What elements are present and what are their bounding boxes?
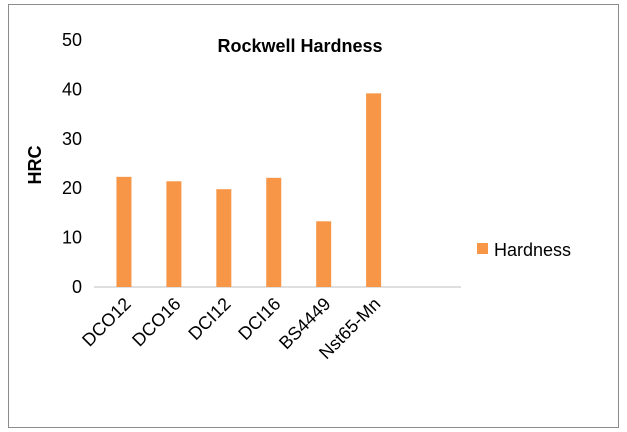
legend-label: Hardness — [494, 240, 571, 260]
bar — [316, 221, 332, 287]
x-category-label: DCI12 — [184, 294, 234, 344]
x-category-label: DCO16 — [128, 294, 185, 351]
bar — [216, 189, 232, 287]
y-axis-ticks: 0 10 20 30 40 50 — [62, 30, 82, 297]
legend-swatch — [477, 243, 488, 254]
bars — [116, 93, 382, 288]
bar — [366, 93, 382, 288]
y-tick-label: 40 — [62, 79, 82, 99]
bar — [266, 177, 282, 287]
legend: Hardness — [477, 240, 571, 260]
y-axis-label: HRC — [25, 146, 45, 185]
y-tick-label: 30 — [62, 129, 82, 149]
x-category-label: DCO12 — [78, 294, 135, 351]
bar — [166, 181, 182, 287]
bar — [116, 176, 132, 287]
chart-title: Rockwell Hardness — [217, 36, 382, 56]
y-tick-label: 0 — [72, 277, 82, 297]
y-tick-label: 10 — [62, 228, 82, 248]
y-tick-label: 50 — [62, 30, 82, 50]
y-tick-label: 20 — [62, 178, 82, 198]
chart-frame — [8, 4, 619, 428]
